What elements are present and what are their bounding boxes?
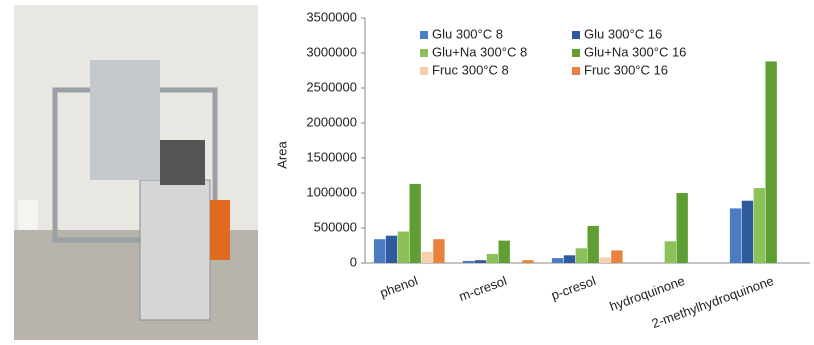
bar xyxy=(665,241,676,263)
y-tick-label: 500000 xyxy=(314,219,357,234)
legend-label: Fruc 300°C 8 xyxy=(432,62,509,77)
bar xyxy=(463,261,474,263)
bar xyxy=(730,208,741,263)
bar xyxy=(398,232,409,264)
photo-cabinet xyxy=(140,180,210,320)
legend-label: Glu+Na 300°C 16 xyxy=(584,44,686,59)
y-tick-label: 1500000 xyxy=(306,149,357,164)
y-tick-label: 0 xyxy=(350,254,357,269)
bar xyxy=(410,184,421,263)
photo-pump xyxy=(210,200,230,260)
legend-label: Glu+Na 300°C 8 xyxy=(432,44,527,59)
y-axis-label: Area xyxy=(274,141,289,169)
legend-swatch xyxy=(572,31,580,39)
legend-swatch xyxy=(572,67,580,75)
y-tick-label: 3000000 xyxy=(306,44,357,59)
bar xyxy=(599,257,610,263)
bar xyxy=(433,239,444,263)
bar xyxy=(475,260,486,263)
y-tick-label: 1000000 xyxy=(306,184,357,199)
bar xyxy=(564,255,575,263)
photo-canister xyxy=(18,200,38,230)
bar xyxy=(374,239,385,263)
legend-swatch xyxy=(572,49,580,57)
legend-swatch xyxy=(420,31,428,39)
bar xyxy=(766,61,777,263)
bar xyxy=(611,250,622,263)
legend-label: Glu 300°C 8 xyxy=(432,26,503,41)
bar xyxy=(552,258,563,263)
bar xyxy=(499,241,510,263)
legend-swatch xyxy=(420,67,428,75)
photo xyxy=(14,5,258,340)
photo-panel xyxy=(160,140,205,185)
x-tick-label: phenol xyxy=(378,273,420,300)
bar xyxy=(421,252,432,263)
bar xyxy=(386,236,397,263)
x-tick-label: p-cresol xyxy=(549,273,598,303)
bar xyxy=(576,248,587,263)
figure: Area 0 500000 1000000 1500000 2000000 2500000 3… xyxy=(0,0,814,340)
x-tick-label: m-cresol xyxy=(457,273,509,304)
legend-label: Glu 300°C 16 xyxy=(584,26,662,41)
bar xyxy=(522,260,533,263)
bar xyxy=(754,188,765,263)
bar xyxy=(588,226,599,263)
photo-apparatus xyxy=(90,60,160,180)
legend-swatch xyxy=(420,49,428,57)
bar xyxy=(742,201,753,263)
bar xyxy=(487,254,498,263)
bar xyxy=(677,193,688,263)
y-tick-label: 2500000 xyxy=(306,79,357,94)
y-tick-label: 2000000 xyxy=(306,114,357,129)
y-tick-label: 3500000 xyxy=(306,9,357,24)
page: {"chart_data": {"type": "bar", "y_label"… xyxy=(0,0,814,345)
legend-label: Fruc 300°C 16 xyxy=(584,62,668,77)
